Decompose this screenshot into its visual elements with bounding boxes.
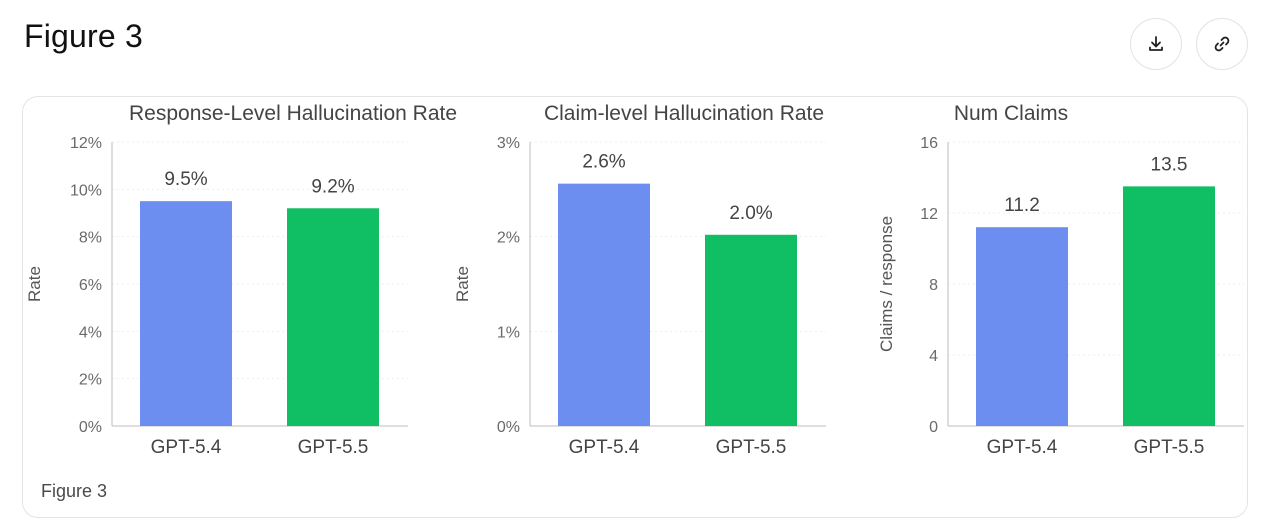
y-tick-label: 6%	[79, 277, 102, 294]
data-label: 2.6%	[582, 152, 625, 173]
bar-gpt-55	[705, 234, 797, 426]
y-tick-label: 2%	[497, 230, 520, 247]
bar-gpt-54	[140, 201, 232, 426]
y-tick-label: 4%	[79, 324, 102, 341]
chart-title: Num Claims	[954, 102, 1068, 125]
y-axis-title: Rate	[453, 266, 472, 302]
data-label: 13.5	[1151, 154, 1188, 175]
bar-gpt-55	[287, 208, 379, 426]
data-label: 9.2%	[311, 176, 354, 197]
x-tick-label: GPT-5.5	[298, 437, 369, 458]
y-tick-label: 0	[929, 419, 938, 436]
y-tick-label: 4	[929, 348, 938, 365]
x-tick-label: GPT-5.4	[987, 437, 1058, 458]
y-tick-label: 10%	[70, 182, 102, 199]
y-axis-title: Rate	[25, 266, 44, 302]
bar-gpt-54	[558, 183, 650, 426]
download-button[interactable]	[1130, 18, 1182, 70]
y-tick-label: 16	[920, 135, 938, 152]
chart-title: Response-Level Hallucination Rate	[129, 102, 457, 125]
y-tick-label: 0%	[79, 419, 102, 436]
y-tick-label: 3%	[497, 135, 520, 152]
y-tick-label: 2%	[79, 372, 102, 389]
x-tick-label: GPT-5.5	[1134, 437, 1205, 458]
bar-gpt-55	[1123, 186, 1215, 426]
data-label: 11.2	[1004, 195, 1040, 216]
data-label: 2.0%	[729, 203, 772, 224]
y-tick-label: 0%	[497, 419, 520, 436]
copy-link-button[interactable]	[1196, 18, 1248, 70]
download-icon	[1149, 36, 1163, 51]
link-icon	[1214, 36, 1230, 52]
y-tick-label: 12	[920, 206, 938, 223]
y-tick-label: 8	[929, 277, 938, 294]
y-tick-label: 1%	[497, 324, 520, 341]
bar-gpt-54	[976, 227, 1068, 426]
x-tick-label: GPT-5.4	[151, 437, 222, 458]
y-axis-title: Claims / response	[877, 216, 896, 352]
page-title: Figure 3	[24, 18, 143, 54]
chart-title: Claim-level Hallucination Rate	[544, 102, 824, 125]
figure-caption: Figure 3	[41, 481, 108, 501]
data-label: 9.5%	[164, 169, 207, 190]
x-tick-label: GPT-5.4	[569, 437, 640, 458]
y-tick-label: 8%	[79, 230, 102, 247]
y-tick-label: 12%	[70, 135, 102, 152]
x-tick-label: GPT-5.5	[716, 437, 787, 458]
